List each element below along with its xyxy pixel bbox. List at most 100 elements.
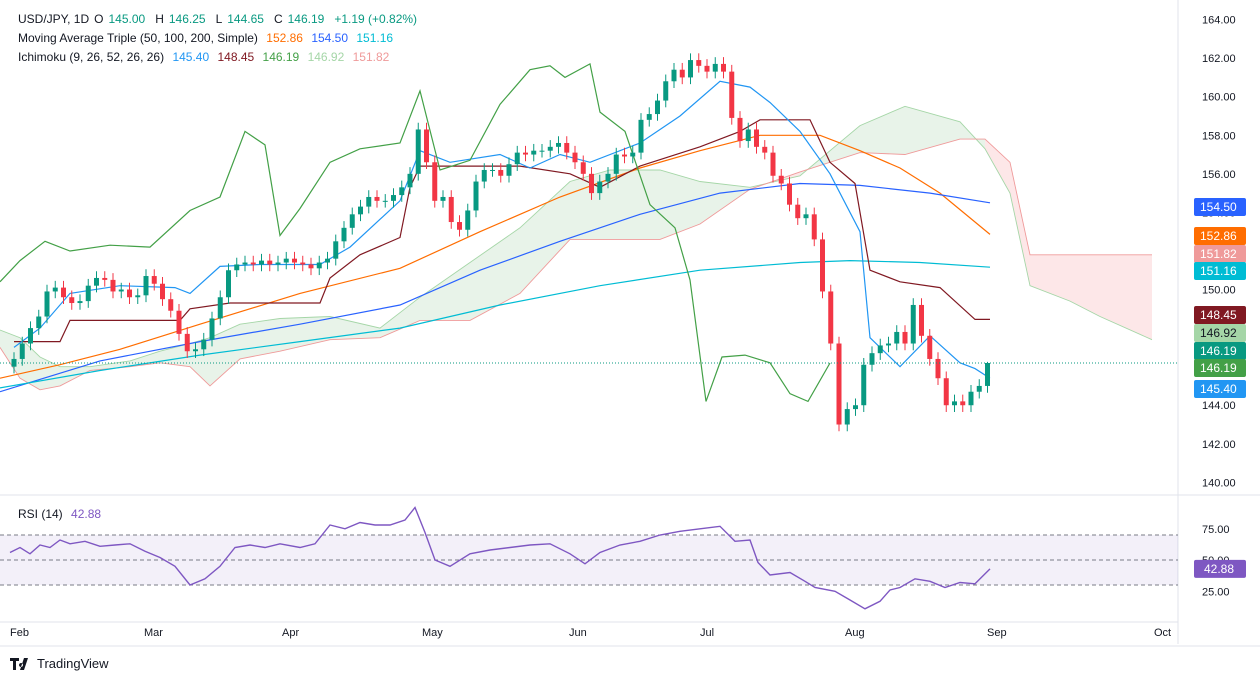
candle-up: [547, 146, 553, 151]
candle-down: [770, 152, 776, 176]
price-tick-label: 150.00: [1202, 285, 1236, 297]
candle-up: [36, 316, 42, 329]
candle-up: [316, 262, 322, 269]
kumo-cloud-bullish: [280, 316, 330, 352]
kumo-cloud-bullish: [470, 227, 520, 321]
candle-up: [605, 173, 611, 182]
lagging-span-line: [0, 62, 831, 403]
candle-up: [853, 405, 858, 410]
candle-up: [28, 328, 33, 344]
candle-down: [836, 343, 842, 425]
conversion-line: [13, 80, 991, 379]
time-tick-label: Sep: [987, 627, 1007, 639]
rsi-value-box: [1194, 559, 1246, 578]
price-tick-label: 140.00: [1202, 477, 1236, 489]
candle-down: [762, 146, 768, 153]
price-label-box: [1194, 227, 1246, 245]
candle-down: [250, 262, 256, 265]
candle-up: [638, 119, 644, 153]
ma-legend-label: Moving Average Triple (50, 100, 200, Sim…: [18, 31, 258, 45]
candle-down: [704, 65, 710, 72]
candle-down: [300, 262, 306, 265]
price-label-text: 146.19: [1200, 361, 1237, 375]
candle-up: [275, 262, 281, 265]
price-label-text: 146.19: [1200, 344, 1237, 358]
kumo-cloud-bullish: [520, 181, 570, 294]
tradingview-logo[interactable]: TradingView: [10, 656, 109, 671]
price-label-text: 148.45: [1200, 308, 1237, 322]
kumo-cloud-bullish: [610, 169, 660, 240]
candle-down: [820, 239, 825, 292]
kumo-cloud-bullish: [210, 324, 240, 386]
candle-down: [828, 291, 834, 344]
rsi-legend-label: RSI (14): [18, 507, 63, 521]
candle-up: [655, 100, 660, 115]
candle-down: [787, 183, 792, 205]
candle-down: [580, 162, 586, 174]
candle-up: [94, 277, 99, 286]
candle-up: [242, 262, 248, 265]
candle-up: [506, 164, 512, 176]
price-tick-label: 162.00: [1202, 53, 1236, 65]
candle-down: [737, 117, 743, 142]
change-label: +1.19 (+0.82%): [334, 12, 418, 26]
candle-down: [176, 310, 182, 334]
leading-span-b-line: [0, 138, 1152, 391]
time-tick-label: Jun: [569, 627, 587, 639]
price-legend: USD/JPY, 1D O 145.00 H 146.25 L 144.65 C 146.19 +…: [18, 11, 422, 27]
candle-down: [127, 289, 132, 298]
candle-up: [391, 195, 396, 201]
candle-up: [135, 295, 141, 298]
candle-up: [85, 285, 91, 302]
candle-up: [341, 227, 347, 242]
candle-down: [457, 222, 462, 230]
open-label: O 145.00: [94, 12, 146, 26]
time-tick-label: Oct: [1154, 627, 1171, 639]
time-tick-label: May: [422, 627, 443, 639]
kumo-cloud-bearish: [1030, 254, 1070, 302]
close-label: C 146.19: [273, 12, 325, 26]
candle-up: [803, 214, 809, 219]
candle-down: [424, 129, 429, 163]
ichimoku-legend-label: Ichimoku (9, 26, 52, 26, 26): [18, 50, 165, 64]
candle-down: [374, 196, 380, 201]
kumo-cloud-bearish: [1100, 254, 1152, 340]
kumo-cloud-bearish: [1070, 254, 1100, 317]
price-tick-label: 158.00: [1202, 130, 1236, 142]
rsi-legend: RSI (14) 42.88: [18, 506, 106, 522]
candle-up: [877, 345, 883, 354]
candle-down: [308, 264, 314, 269]
low-label: L 144.65: [215, 12, 264, 26]
kumo-cloud-bullish: [660, 169, 700, 240]
candle-down: [69, 297, 75, 304]
candle-down: [160, 283, 165, 300]
ma100-value: 154.50: [311, 31, 349, 45]
price-label-text: 151.82: [1200, 247, 1237, 261]
rsi-tick-label: 75.00: [1202, 524, 1230, 536]
price-label-box: [1194, 306, 1246, 324]
ma200-value: 151.16: [356, 31, 394, 45]
candle-down: [811, 214, 817, 240]
candle-up: [407, 173, 413, 188]
candle-down: [622, 154, 627, 157]
candle-up: [597, 181, 603, 194]
candle-up: [886, 343, 891, 346]
candle-up: [209, 318, 215, 340]
candle-up: [539, 150, 545, 152]
price-label-text: 146.92: [1200, 326, 1237, 340]
candle-down: [151, 276, 157, 284]
ma200-line: [0, 259, 991, 389]
candle-up: [663, 81, 669, 101]
candle-up: [556, 142, 561, 147]
kumo-cloud-bullish: [330, 316, 380, 340]
candle-up: [234, 264, 240, 271]
candle-down: [498, 169, 504, 176]
candle-down: [935, 358, 941, 379]
price-label-box: [1194, 380, 1246, 398]
candle-up: [688, 60, 693, 78]
candle-up: [745, 129, 751, 142]
kumo-cloud-bullish: [380, 297, 420, 338]
candle-up: [382, 200, 388, 202]
tradingview-label: TradingView: [37, 656, 109, 671]
